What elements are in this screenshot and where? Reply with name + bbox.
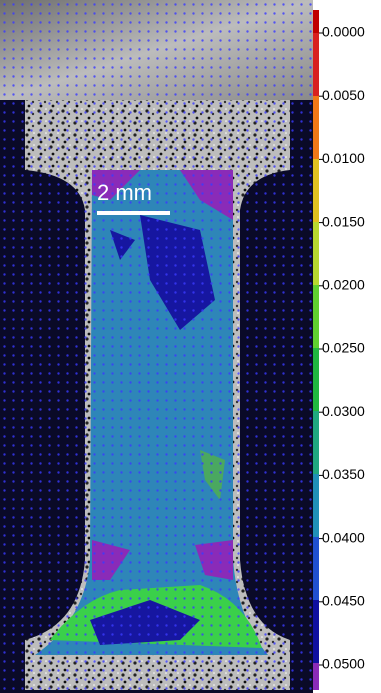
colorbar-tick-label: 0.0100 xyxy=(322,150,365,166)
colorbar-tick-label: 0.0150 xyxy=(322,213,365,229)
colorbar-tick-label: 0.0250 xyxy=(322,340,365,356)
colorbar-tick-label: 0.0200 xyxy=(322,277,365,293)
colorbar-tick-label: 0.0050 xyxy=(322,87,365,103)
scale-bar-label: 2 mm xyxy=(97,180,152,205)
colorbar-tick-label: 0.0400 xyxy=(322,529,365,545)
photo xyxy=(0,0,313,693)
colorbar-tick-label: 0.0350 xyxy=(322,466,365,482)
colorbar xyxy=(313,10,319,690)
colorbar-tick-label: 0.0500 xyxy=(322,656,365,672)
colorbar-tick-label: 0.0450 xyxy=(322,593,365,609)
colorbar-tick-label: 0.0000 xyxy=(322,24,365,40)
scale-bar: 2 mm xyxy=(97,180,170,215)
colorbar-tick-label: 0.0300 xyxy=(322,403,365,419)
scale-bar-line xyxy=(97,211,170,215)
